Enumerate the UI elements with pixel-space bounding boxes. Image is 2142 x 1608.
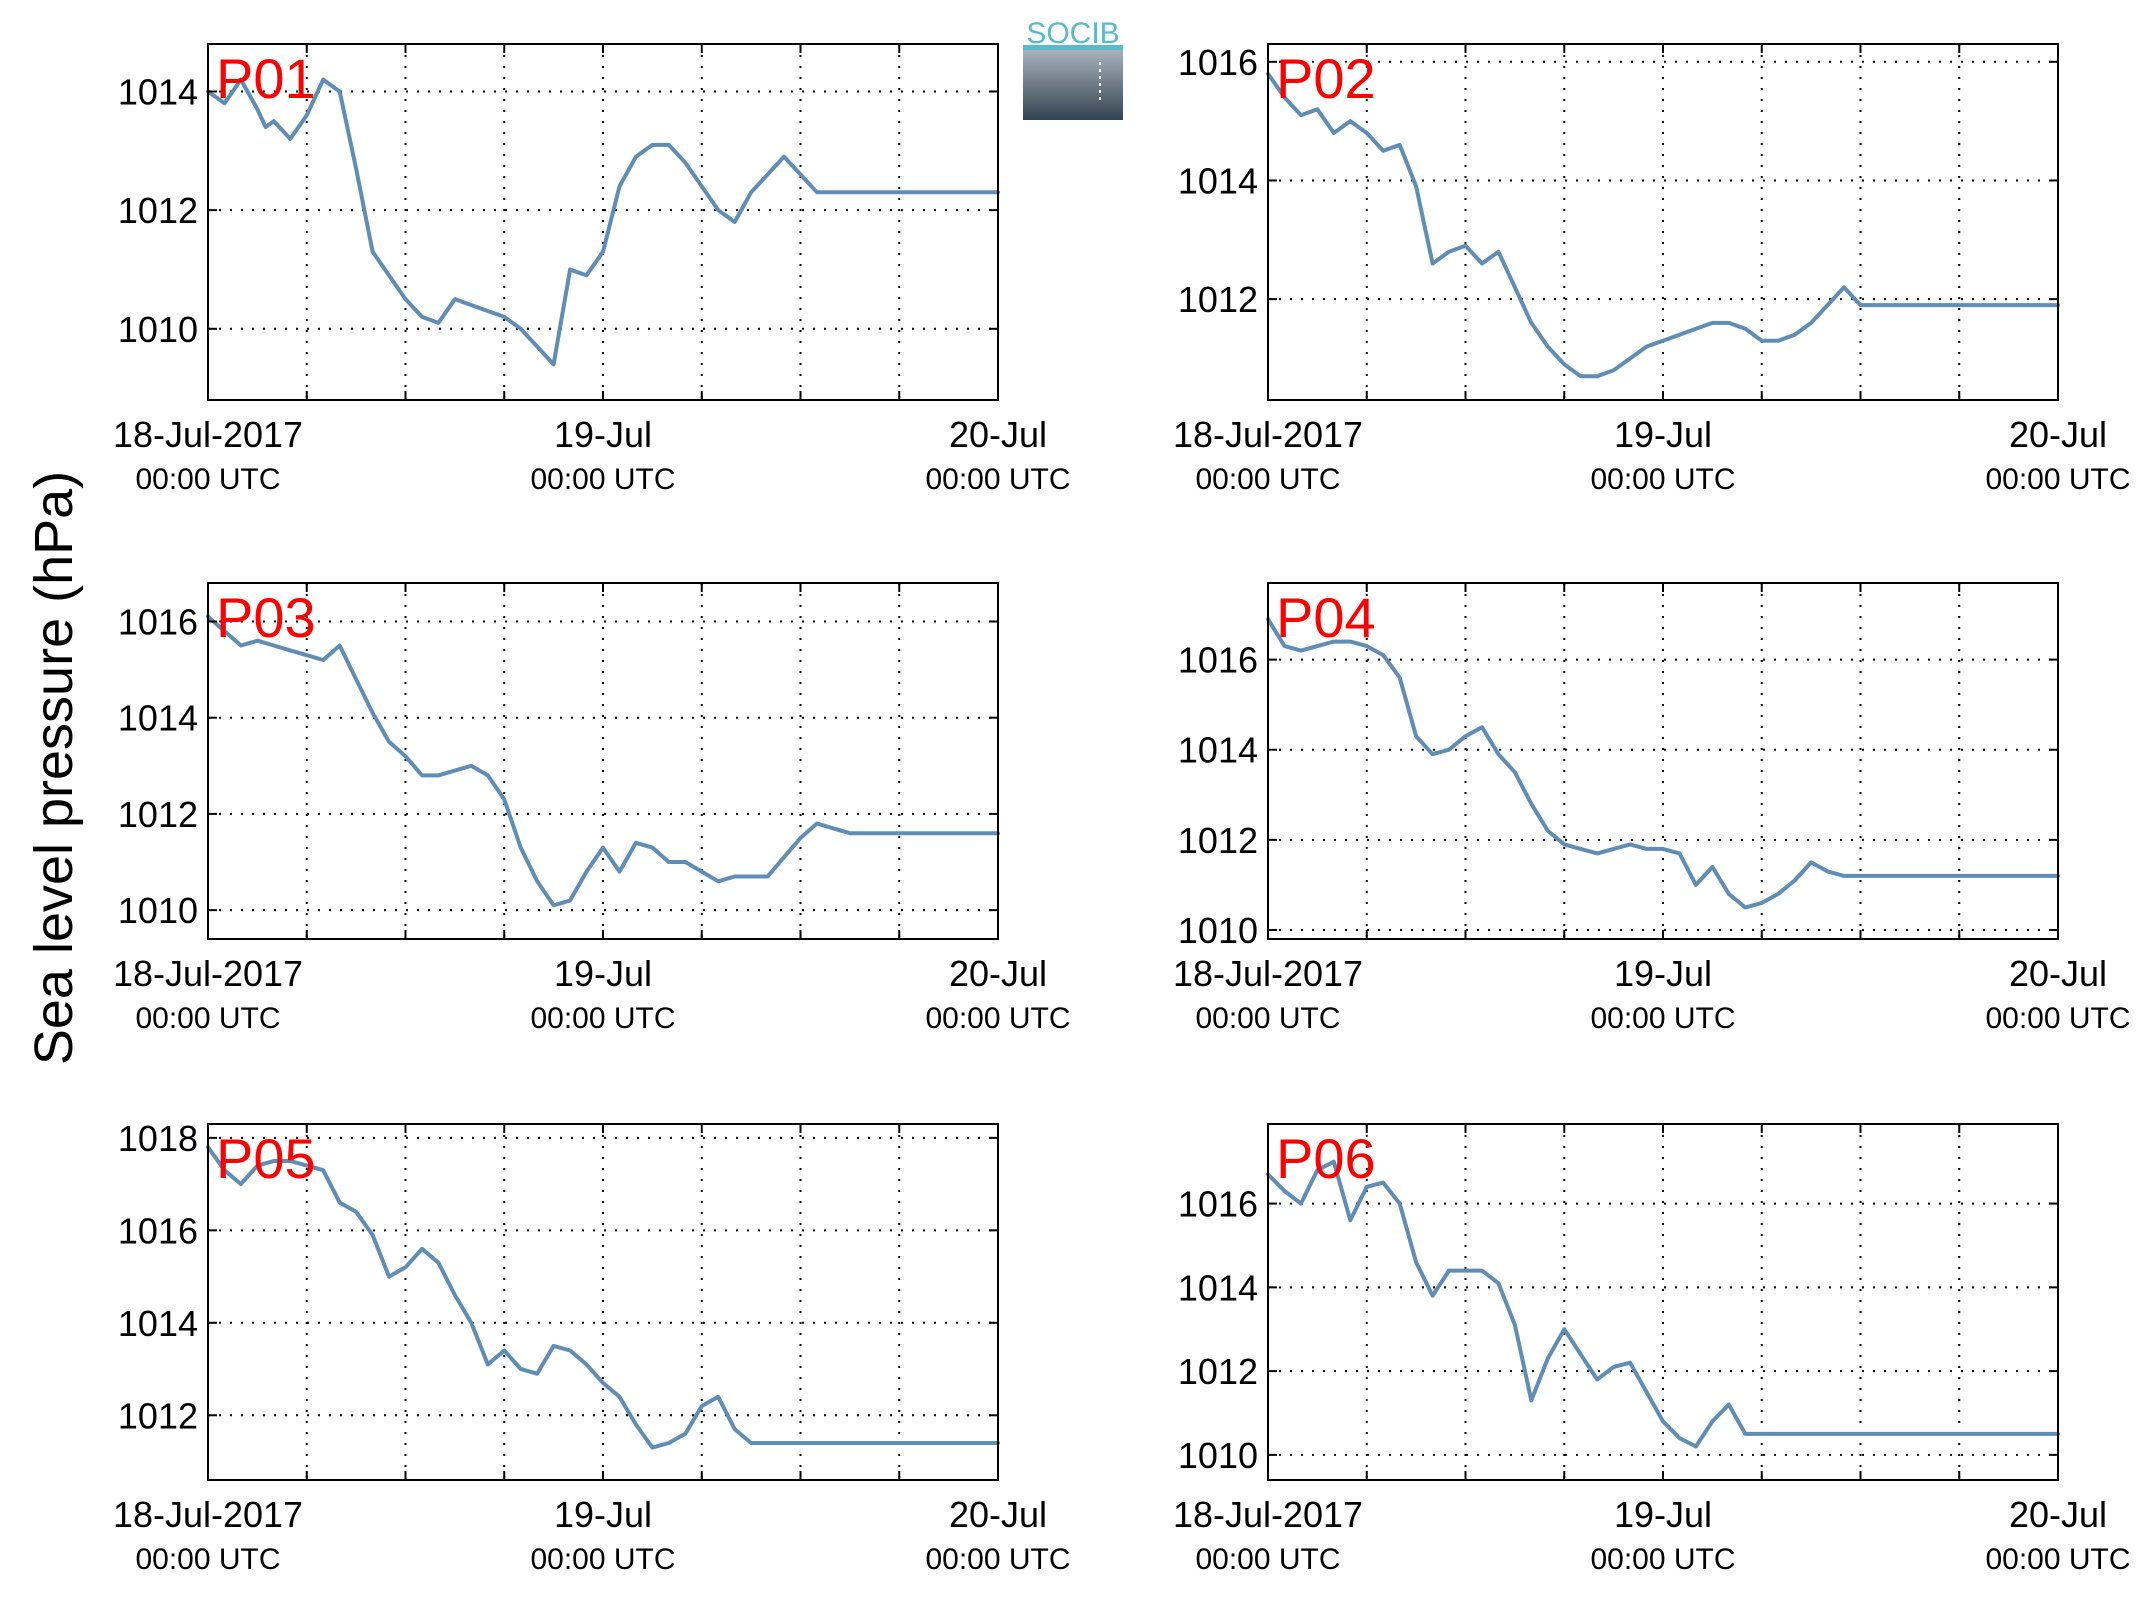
logo-body xyxy=(1023,50,1123,120)
panel-title: P01 xyxy=(216,47,316,110)
logo-band xyxy=(1023,45,1123,50)
y-tick-label: 1012 xyxy=(118,190,198,231)
x-tick-label: 18-Jul-2017 xyxy=(113,953,303,994)
y-tick-label: 1014 xyxy=(1178,1267,1258,1308)
x-tick-label: 20-Jul xyxy=(2009,1494,2107,1535)
y-tick-label: 1010 xyxy=(118,890,198,931)
y-tick-label: 1012 xyxy=(1178,1351,1258,1392)
x-tick-sublabel: 00:00 UTC xyxy=(925,1002,1070,1035)
x-tick-sublabel: 00:00 UTC xyxy=(1590,1543,1735,1576)
series-line xyxy=(206,77,1000,367)
y-tick-label: 1012 xyxy=(1178,279,1258,320)
series-line xyxy=(1266,617,2060,910)
x-tick-label: 18-Jul-2017 xyxy=(113,1494,303,1535)
x-tick-sublabel: 00:00 UTC xyxy=(1985,1543,2130,1576)
x-tick-sublabel: 00:00 UTC xyxy=(1985,1002,2130,1035)
series-line xyxy=(206,1145,1000,1450)
y-tick-label: 1014 xyxy=(118,698,198,739)
panel-title: P06 xyxy=(1276,1127,1376,1190)
panel-title: P05 xyxy=(216,1127,316,1190)
x-tick-label: 20-Jul xyxy=(949,1494,1047,1535)
y-tick-label: 1016 xyxy=(118,601,198,642)
y-tick-label: 1016 xyxy=(1178,42,1258,83)
x-tick-sublabel: 00:00 UTC xyxy=(925,463,1070,496)
x-tick-label: 20-Jul xyxy=(949,414,1047,455)
x-tick-label: 18-Jul-2017 xyxy=(113,414,303,455)
x-tick-sublabel: 00:00 UTC xyxy=(135,463,280,496)
x-tick-label: 20-Jul xyxy=(949,953,1047,994)
x-tick-sublabel: 00:00 UTC xyxy=(135,1002,280,1035)
x-tick-label: 18-Jul-2017 xyxy=(1173,414,1363,455)
x-tick-label: 19-Jul xyxy=(554,414,652,455)
y-tick-label: 1010 xyxy=(1178,1435,1258,1476)
series-line xyxy=(1266,1159,2060,1449)
panel-p06: 1010 1012 1014 1016 18-Jul-2017 00:00 UTC 19-J… xyxy=(1173,1123,2131,1576)
y-tick-label: 1014 xyxy=(1178,160,1258,201)
y-tick-label: 1014 xyxy=(118,71,198,112)
y-tick-label: 1012 xyxy=(1178,820,1258,861)
x-tick-sublabel: 00:00 UTC xyxy=(1985,463,2130,496)
logo-text: SOCIB xyxy=(1026,17,1119,50)
x-tick-sublabel: 00:00 UTC xyxy=(1590,1002,1735,1035)
panel-p01: 1010 1012 1014 18-Jul-2017 00:00 UTC 19-Jul 00… xyxy=(113,43,1071,496)
x-tick-label: 20-Jul xyxy=(2009,414,2107,455)
panel-title: P04 xyxy=(1276,586,1376,649)
panel-grid: 1010 1012 1014 18-Jul-2017 00:00 UTC 19-Jul 00… xyxy=(113,42,2131,1576)
x-tick-label: 19-Jul xyxy=(1614,953,1712,994)
y-tick-label: 1016 xyxy=(118,1210,198,1251)
y-tick-label: 1010 xyxy=(118,309,198,350)
series-line xyxy=(206,614,1000,908)
panel-p04: 1010 1012 1014 1016 18-Jul-2017 00:00 UTC 19-J… xyxy=(1173,582,2131,1035)
x-tick-label: 20-Jul xyxy=(2009,953,2107,994)
x-tick-sublabel: 00:00 UTC xyxy=(135,1543,280,1576)
x-tick-sublabel: 00:00 UTC xyxy=(925,1543,1070,1576)
panel-p02: 1012 1014 1016 18-Jul-2017 00:00 UTC 19-Jul 00… xyxy=(1173,42,2131,496)
panel-p05: 1012 1014 1016 1018 18-Jul-2017 00:00 UTC 19-J… xyxy=(113,1118,1071,1576)
x-tick-label: 18-Jul-2017 xyxy=(1173,953,1363,994)
y-axis-label: Sea level pressure (hPa) xyxy=(24,471,84,1065)
x-tick-sublabel: 00:00 UTC xyxy=(530,463,675,496)
x-tick-sublabel: 00:00 UTC xyxy=(1195,1543,1340,1576)
y-tick-label: 1012 xyxy=(118,1395,198,1436)
x-tick-label: 19-Jul xyxy=(554,1494,652,1535)
y-tick-label: 1014 xyxy=(1178,730,1258,771)
panel-title: P02 xyxy=(1276,47,1376,110)
series-line xyxy=(1266,71,2060,379)
x-tick-sublabel: 00:00 UTC xyxy=(1590,463,1735,496)
y-tick-label: 1016 xyxy=(1178,640,1258,681)
y-tick-label: 1018 xyxy=(118,1118,198,1159)
x-tick-label: 19-Jul xyxy=(1614,1494,1712,1535)
x-tick-label: 18-Jul-2017 xyxy=(1173,1494,1363,1535)
y-tick-label: 1010 xyxy=(1178,910,1258,951)
x-tick-label: 19-Jul xyxy=(554,953,652,994)
panel-title: P03 xyxy=(216,586,316,649)
x-tick-sublabel: 00:00 UTC xyxy=(1195,1002,1340,1035)
panel-p03: 1010 1012 1014 1016 18-Jul-2017 00:00 UTC 19-J… xyxy=(113,582,1071,1035)
y-tick-label: 1014 xyxy=(118,1303,198,1344)
socib-logo: SOCIB xyxy=(1023,17,1123,120)
x-tick-sublabel: 00:00 UTC xyxy=(530,1002,675,1035)
y-tick-label: 1016 xyxy=(1178,1184,1258,1225)
x-tick-sublabel: 00:00 UTC xyxy=(1195,463,1340,496)
x-tick-label: 19-Jul xyxy=(1614,414,1712,455)
y-tick-label: 1012 xyxy=(118,794,198,835)
x-tick-sublabel: 00:00 UTC xyxy=(530,1543,675,1576)
